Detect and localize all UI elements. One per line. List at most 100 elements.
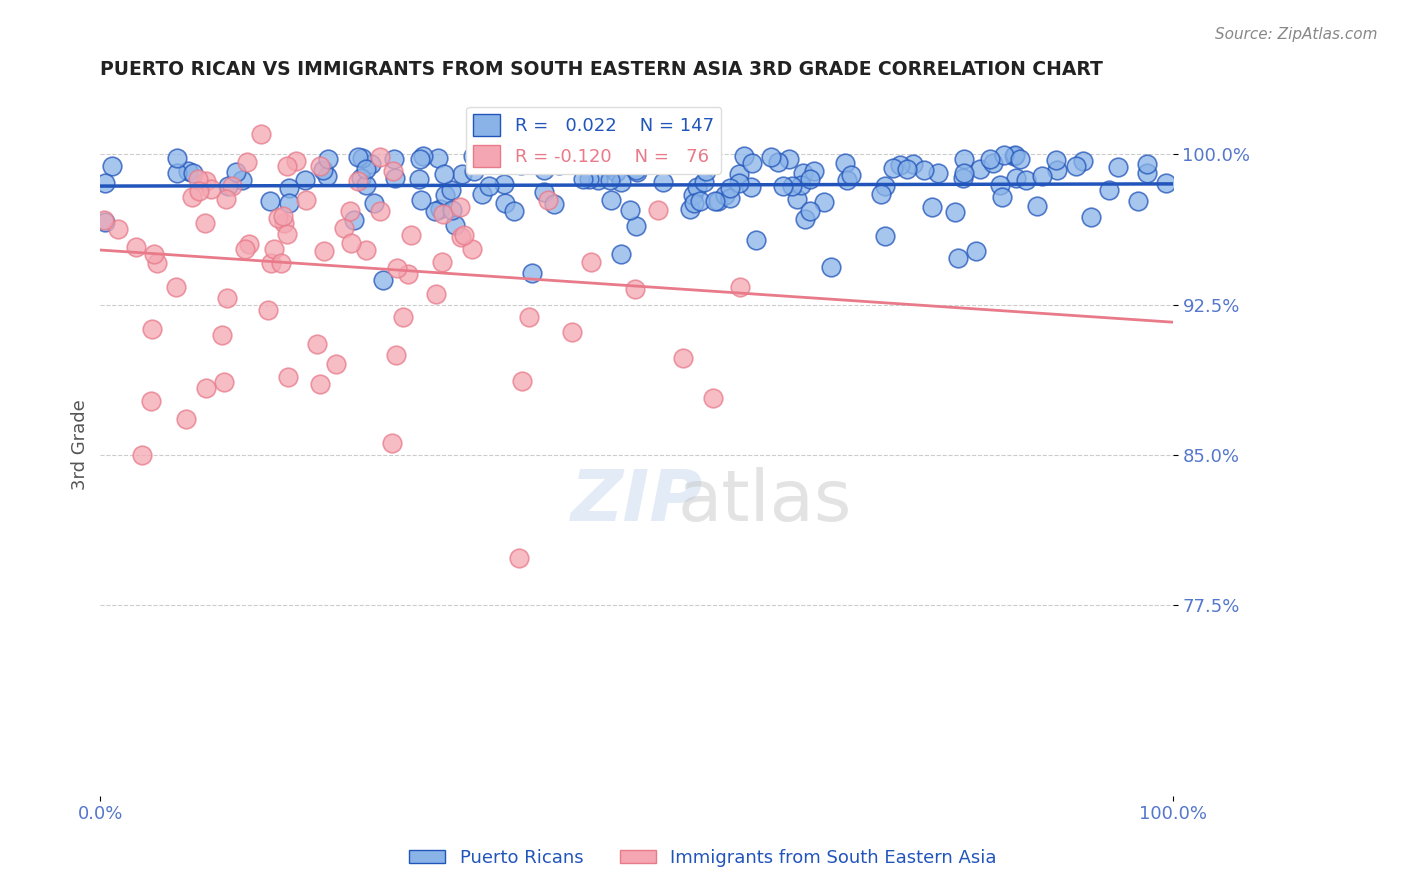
Point	[1136, 166, 1159, 180]
Point	[340, 236, 363, 251]
Point	[146, 256, 169, 270]
Point	[449, 200, 471, 214]
Text: Source: ZipAtlas.com: Source: ZipAtlas.com	[1215, 27, 1378, 42]
Point	[165, 279, 187, 293]
Point	[740, 180, 762, 194]
Point	[1107, 160, 1129, 174]
Point	[786, 192, 808, 206]
Point	[382, 163, 405, 178]
Point	[311, 163, 333, 178]
Point	[368, 150, 391, 164]
Point	[309, 376, 332, 391]
Point	[624, 282, 647, 296]
Point	[263, 242, 285, 256]
Point	[1064, 160, 1087, 174]
Point	[790, 178, 813, 192]
Point	[1097, 183, 1119, 197]
Point	[384, 170, 406, 185]
Point	[619, 203, 641, 218]
Point	[225, 165, 247, 179]
Point	[1045, 153, 1067, 167]
Point	[561, 325, 583, 339]
Point	[778, 152, 800, 166]
Point	[339, 203, 361, 218]
Point	[766, 155, 789, 169]
Point	[425, 203, 447, 218]
Text: atlas: atlas	[678, 467, 852, 535]
Point	[271, 209, 294, 223]
Point	[520, 266, 543, 280]
Point	[411, 193, 433, 207]
Point	[381, 436, 404, 450]
Point	[432, 255, 454, 269]
Point	[834, 156, 856, 170]
Point	[333, 221, 356, 235]
Point	[107, 221, 129, 235]
Point	[236, 155, 259, 169]
Y-axis label: 3rd Grade: 3rd Grade	[72, 400, 89, 491]
Point	[537, 193, 560, 207]
Point	[433, 188, 456, 202]
Point	[396, 268, 419, 282]
Point	[689, 194, 711, 209]
Point	[427, 151, 450, 165]
Point	[780, 178, 803, 193]
Point	[599, 173, 621, 187]
Point	[728, 167, 751, 181]
Point	[259, 194, 281, 208]
Point	[609, 246, 631, 260]
Point	[176, 412, 198, 426]
Point	[686, 179, 709, 194]
Point	[325, 357, 347, 371]
Point	[792, 166, 814, 180]
Point	[463, 163, 485, 178]
Point	[195, 174, 218, 188]
Point	[200, 182, 222, 196]
Point	[315, 169, 337, 183]
Point	[181, 190, 204, 204]
Point	[693, 175, 716, 189]
Point	[373, 272, 395, 286]
Point	[276, 160, 298, 174]
Text: PUERTO RICAN VS IMMIGRANTS FROM SOUTH EASTERN ASIA 3RD GRADE CORRELATION CHART: PUERTO RICAN VS IMMIGRANTS FROM SOUTH EA…	[100, 60, 1104, 78]
Point	[425, 287, 447, 301]
Point	[1156, 176, 1178, 190]
Point	[249, 127, 271, 141]
Point	[548, 158, 571, 172]
Point	[678, 202, 700, 217]
Point	[718, 181, 741, 195]
Point	[921, 200, 943, 214]
Point	[450, 230, 472, 244]
Legend: Puerto Ricans, Immigrants from South Eastern Asia: Puerto Ricans, Immigrants from South Eas…	[402, 842, 1004, 874]
Point	[981, 156, 1004, 170]
Point	[794, 211, 817, 226]
Point	[409, 152, 432, 166]
Point	[141, 322, 163, 336]
Point	[278, 196, 301, 211]
Point	[600, 193, 623, 207]
Point	[94, 215, 117, 229]
Point	[492, 177, 515, 191]
Point	[953, 152, 976, 166]
Point	[166, 166, 188, 180]
Point	[965, 244, 987, 258]
Point	[1046, 163, 1069, 178]
Point	[314, 244, 336, 258]
Point	[873, 228, 896, 243]
Point	[354, 243, 377, 257]
Point	[94, 176, 117, 190]
Point	[647, 203, 669, 218]
Point	[979, 152, 1001, 166]
Point	[294, 173, 316, 187]
Point	[948, 252, 970, 266]
Point	[443, 218, 465, 232]
Point	[1136, 157, 1159, 171]
Point	[276, 227, 298, 241]
Point	[305, 337, 328, 351]
Point	[318, 152, 340, 166]
Point	[221, 178, 243, 193]
Point	[356, 161, 378, 176]
Point	[260, 256, 283, 270]
Point	[718, 191, 741, 205]
Point	[586, 173, 609, 187]
